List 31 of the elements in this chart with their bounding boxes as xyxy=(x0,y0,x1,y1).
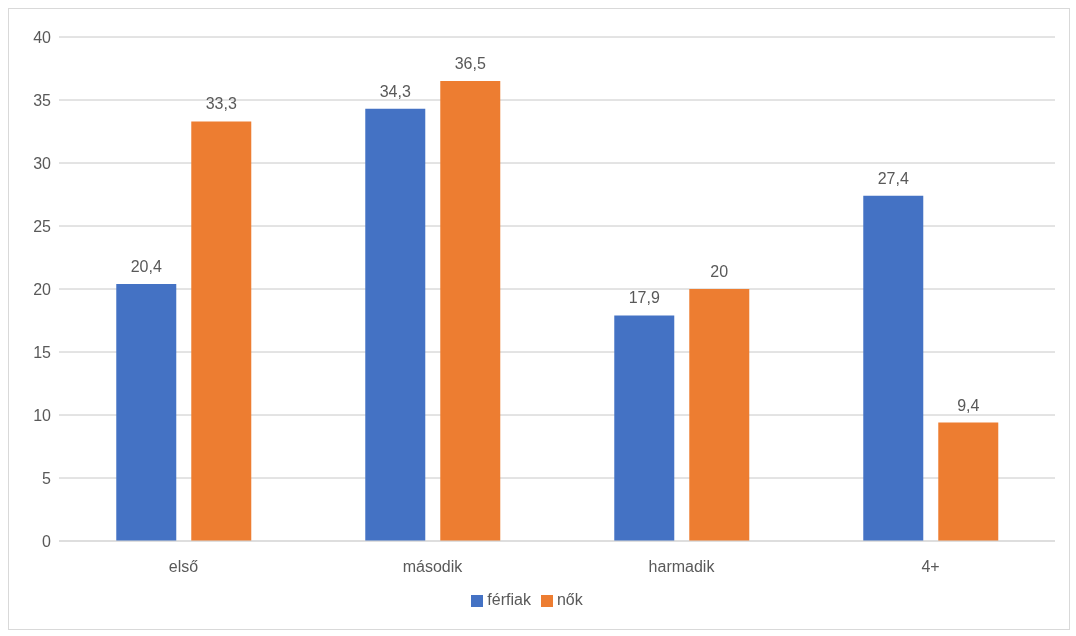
bar xyxy=(938,422,999,541)
data-label: 17,9 xyxy=(628,289,660,307)
legend-label: nők xyxy=(556,591,583,608)
bar xyxy=(191,121,252,541)
legend-label: férfiak xyxy=(487,591,531,608)
data-label: 36,5 xyxy=(454,55,486,73)
bar xyxy=(614,315,675,541)
data-label: 9,4 xyxy=(957,396,980,414)
y-tick-label: 5 xyxy=(42,469,52,487)
bar xyxy=(689,289,750,541)
y-tick-label: 0 xyxy=(42,532,52,550)
y-tick-label: 15 xyxy=(33,343,52,361)
bar xyxy=(440,81,501,541)
y-tick-label: 35 xyxy=(33,91,52,109)
data-label: 33,3 xyxy=(205,95,237,113)
y-tick-label: 20 xyxy=(33,280,52,298)
y-tick-label: 10 xyxy=(33,406,52,424)
y-tick-label: 25 xyxy=(33,217,52,235)
data-label: 20,4 xyxy=(130,257,162,275)
data-label: 27,4 xyxy=(877,169,909,187)
data-label: 20 xyxy=(710,263,729,280)
bar xyxy=(365,108,426,541)
x-tick-label: első xyxy=(168,558,199,576)
data-label: 34,3 xyxy=(379,82,411,100)
bar xyxy=(116,283,177,541)
x-tick-label: 4+ xyxy=(921,558,940,576)
y-tick-label: 30 xyxy=(33,154,52,172)
bar xyxy=(863,195,924,541)
y-tick-label: 40 xyxy=(33,28,52,46)
x-tick-label: második xyxy=(402,558,464,576)
x-tick-label: harmadik xyxy=(648,558,716,576)
